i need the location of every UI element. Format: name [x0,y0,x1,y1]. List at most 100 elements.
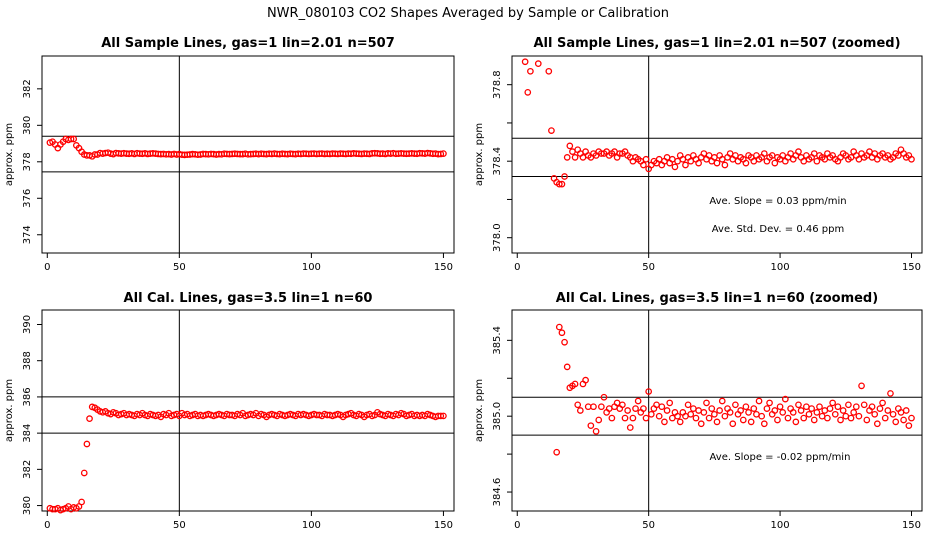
x-tick-label: 100 [771,262,790,273]
y-tick-label: 378 [22,152,33,171]
data-point [839,407,847,414]
y-tick-label: 386 [22,387,33,406]
data-point [771,159,779,167]
page-title: NWR_080103 CO2 Shapes Averaged by Sample… [266,6,670,21]
panel-title: All Cal. Lines, gas=3.5 lin=1 n=60 [124,291,373,306]
x-tick-label: 100 [302,262,321,273]
data-point [708,405,716,412]
y-tick-label: 390 [22,315,33,334]
data-point [842,412,850,420]
data-point [571,154,579,161]
data-point [803,403,810,411]
data-point [663,407,671,414]
plot-frame [41,55,455,254]
data-point [816,403,823,411]
data-point [86,415,93,422]
data-point [682,161,689,169]
data-point [632,405,639,412]
y-tick-label: 382 [22,460,33,479]
data-point [553,448,561,456]
y-tick-label: 385.4 [492,326,503,355]
data-point [826,405,834,412]
x-tick-label: 0 [514,520,520,531]
x-tick-label: 100 [771,520,790,531]
y-axis-label: approx. ppm [474,123,485,186]
data-point [666,399,674,407]
data-point [863,416,871,424]
data-point [558,180,566,188]
data-point [642,414,650,422]
data-point [561,173,568,180]
data-point [900,416,907,424]
data-point [67,135,75,143]
data-point [729,420,737,428]
annotation-text: Ave. Std. Dev. = 0.46 ppm [712,224,844,235]
data-point [674,412,681,420]
panel-title: All Cal. Lines, gas=3.5 lin=1 n=60 (zoom… [556,291,878,306]
y-axis-label: approx. ppm [4,123,15,186]
plot-frame [41,309,455,512]
data-point [884,407,892,414]
x-tick-label: 50 [642,262,655,273]
data-point [687,410,695,418]
data-point [574,401,582,409]
y-tick-label: 376 [22,189,33,208]
data-point [800,414,808,422]
data-point [908,414,915,422]
data-point [902,407,910,414]
y-tick-label: 374 [22,225,33,244]
data-point [813,157,821,165]
data-point [598,403,605,411]
data-point [595,416,603,424]
data-point [629,414,637,422]
data-point [590,403,597,411]
data-point [784,414,792,422]
data-point [584,403,592,411]
data-point [642,155,650,163]
data-point [732,401,739,409]
data-point [700,409,708,416]
annotation-text: Ave. Slope = -0.02 ppm/min [710,452,851,463]
data-point [582,376,589,384]
data-point [621,414,629,422]
data-point [713,159,721,167]
data-point [792,418,800,426]
data-point [571,380,579,388]
data-point [795,401,802,409]
annotation-text: Ave. Slope = 0.03 ppm/min [709,196,846,207]
data-point [750,405,758,412]
data-point [776,403,784,411]
y-tick-label: 378.4 [492,147,503,176]
data-point [576,407,584,414]
x-tick-label: 0 [44,262,50,273]
data-point [781,395,789,403]
data-point [847,414,855,422]
data-point [437,412,445,420]
x-tick-label: 0 [514,262,520,273]
y-tick-label: 384 [22,424,33,443]
data-point [70,135,78,143]
chart-panel-2: All Sample Lines, gas=1 lin=2.01 n=507 (… [474,36,923,273]
data-point [566,142,574,150]
data-point [440,150,447,157]
data-point [868,403,876,411]
data-point [760,420,768,428]
x-tick-label: 50 [173,262,186,273]
data-point [534,60,542,68]
y-tick-label: 382 [22,79,33,98]
data-point [808,405,815,412]
data-point [78,498,85,506]
data-point [879,399,886,407]
data-point [521,58,529,66]
y-tick-label: 380 [22,116,33,135]
data-point [858,382,865,390]
data-point [555,323,563,331]
data-point [739,416,747,424]
data-point [871,410,879,418]
data-point [779,409,787,416]
data-point [640,161,647,169]
data-point [860,401,868,409]
data-point [745,409,752,416]
data-point [805,410,813,418]
